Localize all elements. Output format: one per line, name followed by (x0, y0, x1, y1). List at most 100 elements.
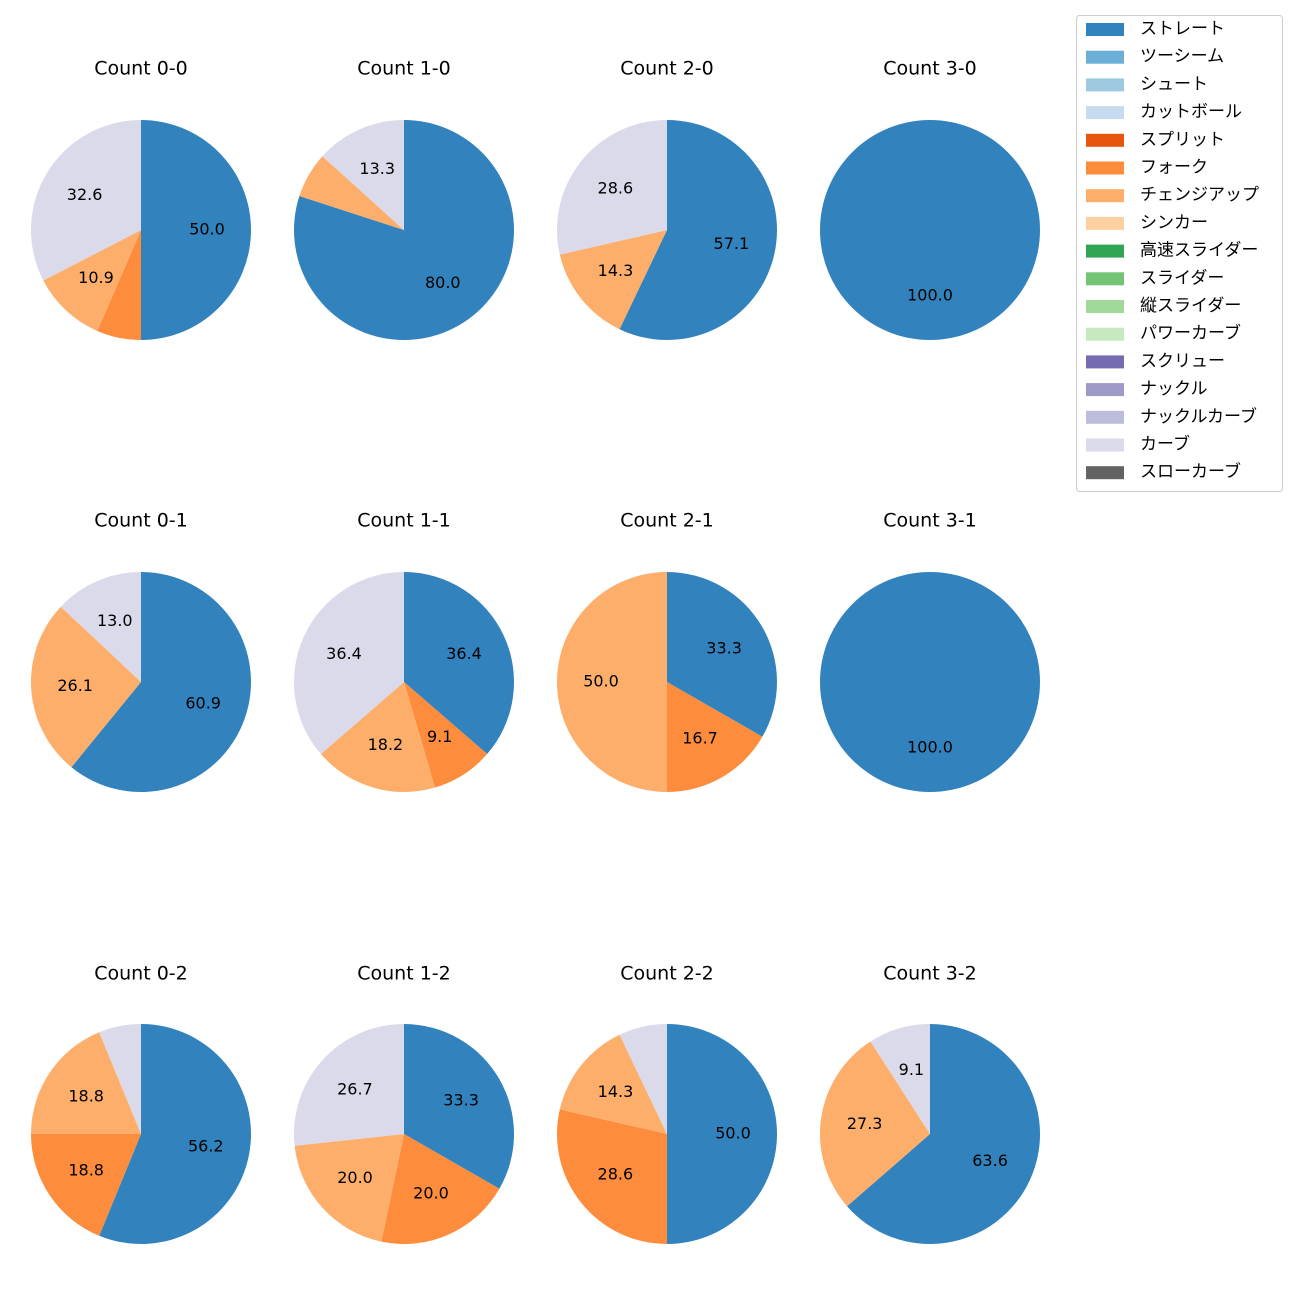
slice-label: 14.3 (598, 261, 634, 280)
slice-label: 50.0 (715, 1124, 751, 1143)
legend-label: 高速スライダー (1140, 241, 1258, 261)
legend-label: シンカー (1140, 213, 1208, 233)
pie-panel: Count 1-1 36.4 9.1 18.2 36.4 (294, 510, 514, 792)
pie-slice (97, 230, 141, 340)
pie-slice (667, 682, 763, 792)
legend-label: ナックル (1140, 379, 1208, 399)
pie-slice (320, 682, 435, 792)
slice-label: 100.0 (907, 286, 953, 305)
legend-label: スローカーブ (1140, 461, 1241, 482)
pie-panel: Count 0-2 56.2 18.8 18.8 (30, 963, 251, 1244)
pie-slice (619, 1024, 667, 1134)
pie-panel: Count 1-0 80.0 13.3 (294, 58, 514, 340)
pie-slice (381, 1134, 500, 1244)
legend-swatch (1086, 78, 1124, 92)
pie-slice (71, 572, 252, 792)
slice-label: 9.1 (427, 727, 452, 746)
slice-label: 63.6 (972, 1151, 1008, 1170)
pie-title: Count 1-2 (357, 963, 451, 985)
legend-swatch (1086, 383, 1124, 397)
pie-panel: Count 1-2 33.3 20.0 20.0 26.7 (294, 963, 514, 1244)
pie-slice (404, 572, 514, 755)
pie-slice (31, 606, 142, 768)
legend-swatch (1086, 106, 1124, 120)
slice-label: 9.1 (899, 1060, 924, 1079)
pie-slice (322, 120, 404, 230)
pie-slice (99, 1024, 251, 1244)
pie-slice (294, 1024, 404, 1146)
slice-label: 18.2 (368, 735, 404, 754)
legend-label: スライダー (1140, 268, 1224, 288)
slice-label: 32.6 (67, 185, 103, 204)
legend-swatch (1086, 438, 1124, 452)
legend-swatch (1086, 327, 1124, 341)
pie-title: Count 1-0 (357, 58, 451, 80)
legend-label: フォーク (1140, 158, 1208, 178)
pie-slice (404, 1024, 514, 1189)
legend-label: ナックルカーブ (1140, 406, 1257, 427)
slice-label: 16.7 (682, 729, 718, 748)
slice-label: 26.1 (57, 676, 93, 695)
legend-swatch (1086, 410, 1124, 424)
pie-slice (404, 682, 488, 788)
legend-swatch (1086, 161, 1124, 175)
pie-title: Count 2-1 (620, 510, 714, 532)
slice-label: 20.0 (413, 1184, 449, 1203)
pie-slice (141, 120, 251, 340)
legend-label: ツーシーム (1140, 47, 1224, 67)
pie-slice (294, 572, 404, 755)
slice-label: 36.4 (326, 644, 362, 663)
legend-label: シュート (1140, 74, 1208, 94)
pie-slice (31, 1032, 141, 1134)
slice-label: 56.2 (188, 1136, 224, 1155)
slice-label: 50.0 (583, 672, 619, 691)
pie-slice (299, 156, 404, 230)
slice-label: 28.6 (598, 1165, 634, 1184)
legend-swatch (1086, 244, 1124, 258)
legend-swatch (1086, 300, 1124, 313)
legend-label: パワーカーブ (1140, 323, 1241, 344)
legend-swatch (1086, 216, 1124, 230)
legend: ストレートツーシームシュートカットボールスプリットフォークチェンジアップシンカー… (1076, 15, 1283, 492)
pie-slice (557, 120, 667, 255)
slice-label: 26.7 (337, 1079, 373, 1098)
pie-slice (60, 572, 142, 682)
slice-label: 60.9 (185, 694, 221, 713)
pie-panel: Count 0-1 60.9 26.1 13.0 (31, 510, 252, 792)
slice-label: 33.3 (706, 638, 742, 657)
slice-label: 36.4 (446, 644, 482, 663)
pie-slice (667, 572, 777, 737)
pie-title: Count 0-1 (94, 510, 188, 532)
pie-title: Count 3-0 (883, 58, 977, 80)
pie-title: Count 0-2 (94, 963, 188, 985)
slice-label: 33.3 (443, 1090, 479, 1109)
pie-slice (847, 1024, 1040, 1244)
pie-slice (820, 120, 1040, 340)
legend-swatch (1086, 133, 1124, 147)
slice-label: 27.3 (847, 1114, 883, 1133)
pie-slice (557, 572, 667, 792)
legend-label: カーブ (1140, 434, 1190, 455)
slice-label: 28.6 (598, 178, 634, 197)
legend-label: スプリット (1140, 130, 1225, 150)
legend-swatch (1086, 23, 1124, 36)
pie-slice (294, 1134, 404, 1242)
legend-swatch (1086, 272, 1124, 286)
slice-label: 100.0 (907, 738, 953, 757)
pie-title: Count 2-0 (620, 58, 714, 80)
pie-panel: Count 2-1 33.3 16.7 50.0 (557, 510, 777, 792)
pie-panel: Count 3-1 100.0 (820, 510, 1040, 792)
pie-slice (43, 230, 141, 331)
pie-title: Count 2-2 (620, 963, 714, 985)
legend-label: ストレート (1140, 19, 1225, 39)
pie-slice (667, 1024, 777, 1244)
pie-title: Count 3-1 (883, 510, 977, 532)
legend-swatch (1086, 50, 1124, 64)
legend-label: チェンジアップ (1140, 185, 1259, 205)
slice-label: 20.0 (337, 1168, 373, 1187)
legend-swatch (1086, 466, 1124, 480)
pie-slice (820, 572, 1040, 792)
legend-frame (1076, 15, 1283, 492)
pie-slice (820, 1041, 930, 1207)
